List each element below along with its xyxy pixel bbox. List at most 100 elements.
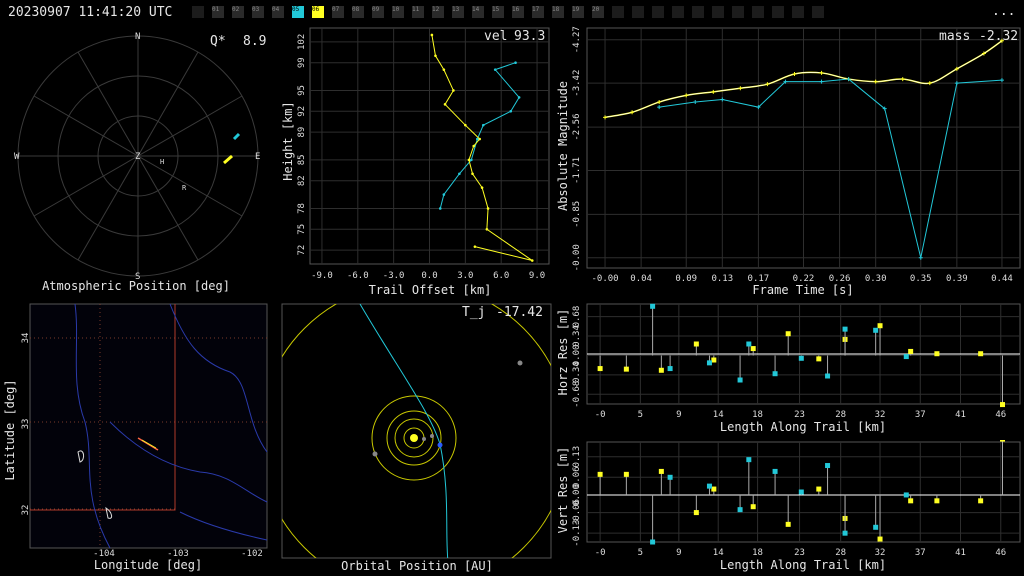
menu-button[interactable]: ... [992,4,1016,19]
vr-x-tick: 37 [915,548,926,558]
tj-label: T_j [462,305,485,320]
residual-point [816,486,822,492]
vr-x-tick: 5 [638,548,643,558]
lat-tick-34: 34 [21,333,31,344]
camera-indicator[interactable]: 05 [292,6,304,18]
magnitude-point [882,106,887,111]
vert-xlabel: Length Along Trail [km] [720,558,886,572]
camera-indicator[interactable] [812,6,824,18]
hr-y-tick: 0.68 [572,306,582,328]
lat-tick-32: 32 [21,505,31,516]
magnitude-point [999,38,1004,43]
hr-x-tick: 5 [638,410,643,420]
ground-track-yellow [141,439,157,449]
camera-indicator[interactable] [732,6,744,18]
camera-indicator[interactable]: 17 [532,6,544,18]
residual-point [597,471,603,477]
camera-indicator[interactable]: 20 [592,6,604,18]
mag-x-tick: -0.00 [591,274,618,284]
camera-indicator[interactable] [772,6,784,18]
residual-point [1000,440,1006,442]
residual-point [658,367,664,373]
county-boundaries [30,304,267,548]
height-point [434,54,437,58]
residual-point [667,366,673,372]
height-vs-offset-plot: 72 75 78 82 85 89 92 95 99 102 -9.0 -6.0 -3.0 0.0 3.0 6… [281,27,550,297]
height-point [486,207,490,210]
camera-indicator[interactable] [632,6,644,18]
camera-indicator[interactable]: 07 [332,6,344,18]
camera-indicator[interactable] [692,6,704,18]
mag-xlabel: Frame Time [s] [752,283,853,297]
camera-indicator[interactable]: 09 [372,6,384,18]
vr-x-tick: 28 [835,548,846,558]
zenith-label: Z [135,152,141,162]
tj-value: -17.42 [496,305,543,320]
camera-indicator[interactable]: 08 [352,6,364,18]
height-point [485,227,489,231]
mag-x-tick: 0.22 [793,274,815,284]
camera-indicator[interactable]: 14 [472,6,484,18]
camera-indicator[interactable]: 16 [512,6,524,18]
hr-x-tick: 14 [713,410,724,420]
height-x-tick: 9.0 [529,271,545,281]
height-point [472,144,476,148]
height-point [493,68,497,71]
camera-indicator[interactable]: 02 [232,6,244,18]
planet-icon [422,437,426,441]
compass-north: N [135,32,140,42]
residual-point [825,373,831,379]
marker-r: R [182,184,187,192]
camera-indicator[interactable]: 11 [412,6,424,18]
camera-indicator[interactable]: 10 [392,6,404,18]
residual-point [873,524,879,530]
hr-y-tick: 0.00 [572,345,582,367]
vr-y-tick: 0.06 [572,466,582,488]
hr-x-tick: -0 [595,410,606,420]
height-y-tick: 102 [297,34,307,50]
magnitude-point [738,86,743,91]
height-point [517,96,521,99]
height-ylabel: Height [km] [281,101,295,180]
camera-indicator[interactable]: 01 [212,6,224,18]
cyan-height-series [439,62,520,209]
camera-indicator[interactable]: 19 [572,6,584,18]
residual-point [978,498,984,504]
mag-y-tick: -4.27 [572,26,582,53]
mag-y-tick: -2.56 [572,114,582,141]
camera-indicator[interactable]: 15 [492,6,504,18]
residual-point [978,351,984,357]
mag-x-tick: 0.44 [991,274,1013,284]
magnitude-point [981,51,986,56]
orbital-position-plot: T_j -17.42 Orbital Position [AU] [281,303,552,573]
vr-x-tick: -0 [595,548,606,558]
mag-ylabel: Absolute Magnitude [556,81,570,211]
ground-track [137,437,159,451]
camera-indicator[interactable] [752,6,764,18]
camera-indicator[interactable] [712,6,724,18]
residual-point [816,356,822,362]
camera-indicator[interactable]: 13 [452,6,464,18]
residual-point [750,346,756,352]
camera-indicator[interactable] [652,6,664,18]
horizontal-residual-plot: 0.680.340.00-0.34-0.68 -0 5 9 14 18 23 28 32 37 41… [556,303,1021,434]
yellow-height-series [431,34,533,262]
camera-indicator[interactable]: 12 [432,6,444,18]
height-x-tick: -3.0 [383,271,405,281]
camera-indicator[interactable]: 03 [252,6,264,18]
residual-point [842,530,848,536]
height-point [438,207,442,210]
camera-indicator[interactable]: 06 [312,6,324,18]
camera-indicator[interactable] [792,6,804,18]
residual-point [706,360,712,366]
camera-indicator[interactable]: 04 [272,6,284,18]
camera-indicator[interactable] [612,6,624,18]
earth-icon [437,442,443,448]
height-x-tick: 3.0 [457,271,473,281]
residual-point [667,474,673,480]
magnitude-point [603,115,608,120]
camera-indicator[interactable]: 18 [552,6,564,18]
camera-indicator[interactable] [672,6,684,18]
residual-point [798,489,804,495]
camera-indicator[interactable] [192,6,204,18]
